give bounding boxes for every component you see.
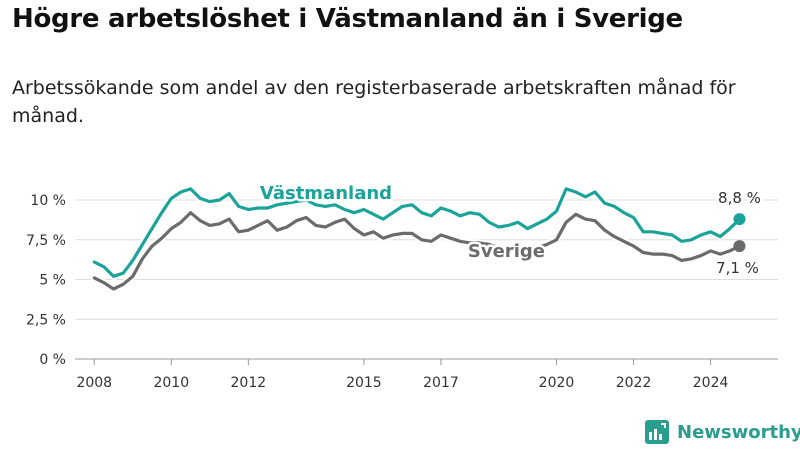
end-value-label-vastmanland-halo: 8,8 % (718, 189, 761, 207)
x-tick-label: 2015 (346, 375, 382, 391)
newsworthy-logo-text: Newsworthy (677, 421, 800, 443)
end-point-marker (733, 213, 746, 226)
x-tick-label: 2008 (76, 375, 112, 391)
end-value-label-sverige-halo: 7,1 % (716, 259, 759, 277)
end-value-label-sverige: 7,1 % (716, 259, 759, 277)
x-tick-label: 2022 (616, 375, 652, 391)
y-tick-label: 5 % (39, 273, 66, 289)
x-tick-label: 2020 (539, 375, 575, 391)
series-line (92, 187, 742, 278)
series-label-sverige-halo: Sverige (468, 241, 545, 262)
y-tick-label: 7,5 % (26, 233, 66, 249)
y-tick-label: 10 % (30, 193, 66, 209)
chart-subtitle: Arbetssökande som andel av den registerb… (12, 77, 736, 127)
newsworthy-logo-icon (645, 420, 669, 444)
series-line (92, 211, 742, 291)
newsworthy-logo: Newsworthy (645, 418, 800, 446)
x-tick-label: 2010 (153, 375, 189, 391)
end-value-label-vastmanland: 8,8 % (718, 189, 761, 207)
series-label-vastmanland-halo: Västmanland (260, 183, 392, 204)
chart-title: Högre arbetslöshet i Västmanland än i Sv… (12, 4, 683, 34)
y-tick-label: 2,5 % (26, 312, 66, 328)
x-tick-label: 2017 (423, 375, 459, 391)
y-tick-label: 0 % (39, 352, 66, 368)
x-tick-label: 2024 (693, 375, 729, 391)
series-label-vastmanland: Västmanland (260, 183, 392, 204)
x-tick-label: 2012 (231, 375, 267, 391)
end-point-marker (733, 240, 746, 253)
series-label-sverige: Sverige (468, 241, 545, 262)
